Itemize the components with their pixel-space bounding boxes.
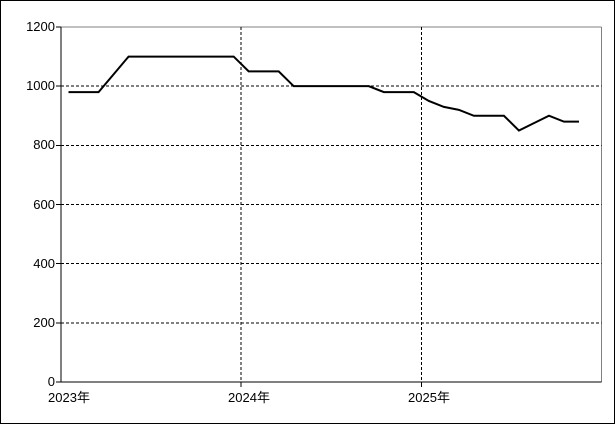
y-axis-label: 600	[33, 197, 55, 212]
x-axis-label: 2023年	[48, 390, 90, 405]
y-axis-label: 1000	[26, 78, 55, 93]
y-axis-label: 800	[33, 137, 55, 152]
y-axis-label: 1200	[26, 19, 55, 34]
y-axis-label: 400	[33, 256, 55, 271]
y-axis-label: 200	[33, 315, 55, 330]
x-axis-label: 2025年	[408, 390, 450, 405]
x-axis-label: 2024年	[228, 390, 270, 405]
data-line	[68, 55, 579, 132]
y-axis-label: 0	[47, 374, 55, 389]
